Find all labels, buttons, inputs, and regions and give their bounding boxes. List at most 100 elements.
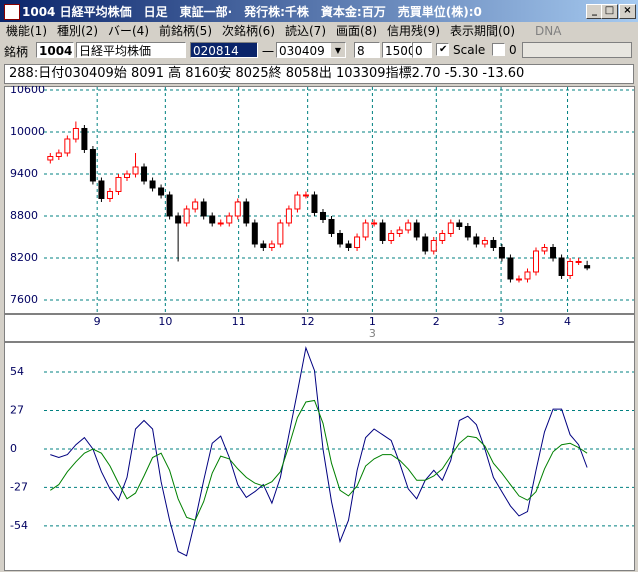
maximize-button[interactable]: □ [601, 4, 618, 19]
candle-body [345, 243, 352, 248]
x-tick-label: 11 [232, 315, 246, 328]
scroll-slider[interactable] [522, 42, 632, 58]
y-tick-label: 0 [10, 442, 17, 455]
candle-body [47, 155, 54, 161]
period-input[interactable]: 8 [354, 42, 380, 58]
zero-label: 0 [509, 43, 517, 57]
candle-body [584, 265, 591, 269]
candle-body [115, 176, 122, 192]
candle-body [481, 239, 488, 245]
menu-item[interactable]: バー(4) [108, 24, 149, 38]
candle-body [64, 138, 71, 154]
candle-body [209, 215, 216, 224]
y-tick-label: 8200 [10, 251, 38, 264]
menu-item[interactable]: 前銘柄(5) [159, 24, 212, 38]
menu-item[interactable]: 種別(2) [57, 24, 98, 38]
candle-body [439, 232, 446, 241]
menu-item[interactable]: 機能(1) [6, 24, 47, 38]
price-panel [4, 86, 635, 314]
candle-body [337, 232, 344, 245]
indicator-line [50, 345, 588, 557]
candle-body [166, 194, 173, 217]
candle-body [158, 187, 165, 196]
candle-body [200, 201, 207, 217]
candle-body [422, 236, 429, 252]
menu-item[interactable]: 信用残(9) [387, 24, 440, 38]
candle-body [319, 211, 326, 220]
menu-bar: 機能(1) 種別(2) バー(4) 前銘柄(5) 次銘柄(6) 読込(7) 画面(8) 信用残… [0, 22, 638, 40]
candle-body [302, 194, 309, 197]
candle-body [132, 166, 139, 175]
year-label: 3 [369, 327, 376, 340]
code-input[interactable]: 1004 [36, 42, 74, 58]
y-tick-label: -54 [10, 519, 28, 532]
candle-body [541, 246, 548, 252]
candle-body [234, 201, 241, 217]
candle-body [533, 250, 540, 273]
candle-body [55, 152, 62, 157]
name-input[interactable]: 日経平均株価 [76, 42, 186, 58]
title-bar: 1004 日経平均株価 日足 東証一部· 発行株:千株 資本金:百万 売買単位(… [0, 0, 638, 22]
candle-body [405, 222, 412, 231]
candle-body [98, 180, 105, 199]
x-tick-label: 2 [433, 315, 440, 328]
y-tick-label: 8800 [10, 209, 38, 222]
candle-body [89, 148, 96, 182]
x-tick-label: 4 [564, 315, 571, 328]
count-input[interactable]: 1500 [382, 42, 416, 58]
candle-body [515, 278, 522, 281]
x-tick-label: 3 [498, 315, 505, 328]
candle-body [396, 229, 403, 234]
candle-body [371, 222, 378, 225]
candle-body [260, 243, 267, 248]
candle-body [464, 225, 471, 238]
candle-body [226, 215, 233, 224]
info-line: 288:日付030409始 8091 高 8160安 8025終 8058出 1… [4, 64, 634, 84]
candle-body [183, 208, 190, 224]
candle-body [354, 236, 361, 248]
x-tick-label: 9 [94, 315, 101, 328]
candle-body [413, 222, 420, 238]
candle-body [456, 222, 463, 227]
candle-body [388, 232, 395, 241]
candle-body [175, 215, 182, 224]
candle-body [362, 222, 369, 238]
candle-body [106, 190, 113, 199]
menu-item[interactable]: 読込(7) [285, 24, 326, 38]
candle-body [285, 208, 292, 224]
y-tick-label: 9400 [10, 167, 38, 180]
candle-body [524, 271, 531, 280]
x-tick-label: 10 [158, 315, 172, 328]
from-date-input[interactable]: 020814 [190, 42, 258, 58]
to-date-value: 030409 [279, 44, 325, 58]
zero-checkbox[interactable] [492, 43, 505, 56]
to-date-combo[interactable]: 030409 ▼ [276, 42, 346, 58]
menu-item[interactable]: 次銘柄(6) [222, 24, 275, 38]
indicator-line [50, 399, 588, 521]
candle-body [575, 260, 582, 263]
scale-label: Scale [453, 43, 486, 57]
candle-body [473, 236, 480, 245]
candle-body [430, 239, 437, 252]
candle-body [379, 222, 386, 241]
symbol-label: 銘柄 [4, 45, 29, 59]
candle-body [123, 173, 130, 178]
candle-body [192, 201, 199, 210]
candle-body [217, 222, 224, 225]
menu-item[interactable]: 画面(8) [336, 24, 377, 38]
offset-input[interactable]: 0 [412, 42, 432, 58]
y-tick-label: 54 [10, 365, 24, 378]
y-tick-label: 10000 [10, 125, 45, 138]
range-dash: 一 [262, 45, 275, 59]
menu-item-disabled: DNA [535, 24, 562, 38]
menu-item[interactable]: 表示期間(0) [450, 24, 515, 38]
close-button[interactable]: × [619, 4, 636, 19]
combo-arrow[interactable]: ▼ [331, 43, 345, 57]
candle-body [294, 194, 301, 210]
scale-checkbox[interactable]: ✔ [436, 43, 449, 56]
y-tick-label: 10600 [10, 86, 45, 96]
candle-body [447, 222, 454, 234]
window-title: 1004 日経平均株価 日足 東証一部· 発行株:千株 資本金:百万 売買単位(… [22, 5, 482, 19]
